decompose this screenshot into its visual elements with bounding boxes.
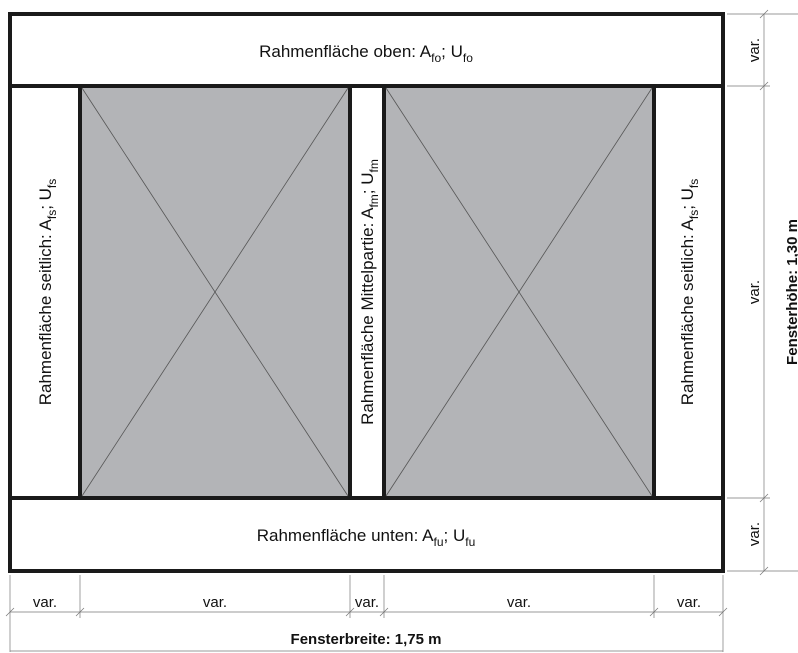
- right-dimension-chain: [727, 9, 798, 576]
- pane-right-diagonal-2: [385, 87, 653, 497]
- label-frame-left: Rahmenfläche seitlich: Afs; Ufs: [36, 179, 59, 406]
- dim-total-height: Fensterhöhe: 1,30 m: [784, 219, 798, 365]
- dim-total-width: Fensterbreite: 1,75 m: [291, 631, 442, 648]
- dim-right-top-frame: var.: [746, 38, 763, 62]
- label-frame-middle: Rahmenfläche Mittelpartie: Afm; Ufm: [358, 159, 381, 425]
- label-frame-right: Rahmenfläche seitlich: Afs; Ufs: [678, 179, 701, 406]
- dim-bottom-right-frame: var.: [677, 594, 701, 611]
- dim-bottom-right-pane: var.: [507, 594, 531, 611]
- dim-bottom-left-frame: var.: [33, 594, 57, 611]
- dim-right-bottom-frame: var.: [746, 522, 763, 546]
- bottom-dimension-chain: [5, 575, 728, 652]
- label-frame-top: Rahmenfläche oben: Afo; Ufo: [259, 42, 473, 65]
- dim-bottom-middle-frame: var.: [355, 594, 379, 611]
- pane-left-diagonal-2: [81, 87, 349, 497]
- dim-right-pane-height: var.: [746, 280, 763, 304]
- dim-bottom-left-pane: var.: [203, 594, 227, 611]
- label-frame-bottom: Rahmenfläche unten: Afu; Ufu: [257, 526, 476, 549]
